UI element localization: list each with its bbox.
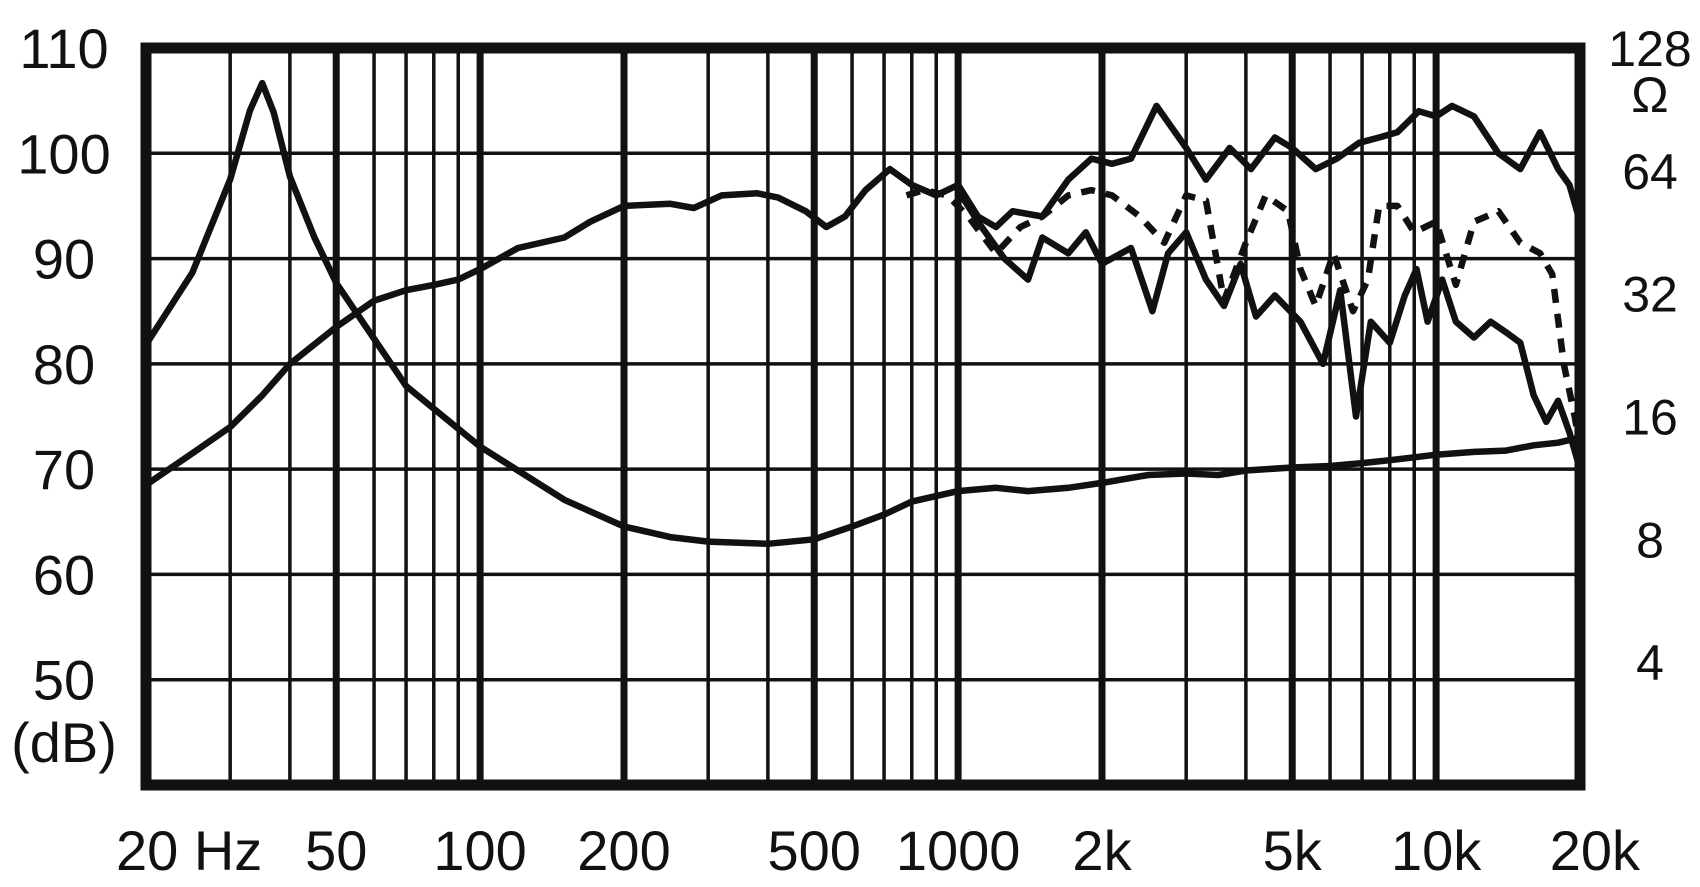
y2-tick-label: 16: [1622, 390, 1678, 446]
y2-tick-label: 32: [1622, 267, 1678, 323]
y2-axis-unit-label: Ω: [1631, 67, 1668, 123]
plot-frame: [140, 42, 1586, 791]
spl-off-axis-30-line: [905, 186, 1580, 449]
y-tick-label: 60: [33, 543, 95, 606]
x-tick-label: 50: [305, 819, 367, 882]
y2-tick-label: 64: [1622, 144, 1678, 200]
x-tick-label: 2k: [1072, 819, 1132, 882]
y-tick-label: 70: [33, 438, 95, 501]
y2-tick-label: 8: [1636, 512, 1664, 568]
y-tick-label: 110: [19, 17, 108, 80]
x-tick-label: 5k: [1263, 819, 1323, 882]
y-axis-unit-label: (dB): [11, 711, 117, 774]
y-tick-label: 100: [17, 122, 110, 185]
x-axis-labels: 20 Hz 50 100 200 500 1000 2k 5k 10k 20k: [116, 819, 1641, 882]
y-axis-labels: 110 100 90 80 70 60 50: [17, 17, 110, 712]
spl-on-axis-line: [146, 102, 1580, 489]
y-tick-label: 90: [33, 228, 95, 291]
y2-tick-label: 4: [1636, 635, 1664, 691]
x-tick-label: 1000: [896, 819, 1021, 882]
x-tick-label: 100: [433, 819, 526, 882]
y2-tick-label: 128: [1608, 21, 1691, 77]
x-tick-label: 20 Hz: [116, 819, 262, 882]
x-tick-label: 500: [767, 819, 860, 882]
x-tick-label: 20k: [1550, 819, 1641, 882]
chart-series: [146, 79, 1580, 548]
spl-off-axis-60-line: [954, 186, 1580, 473]
y-tick-label: 80: [33, 333, 95, 396]
x-tick-label: 200: [577, 819, 670, 882]
y-tick-label: 50: [33, 649, 95, 712]
x-tick-label: 10k: [1391, 819, 1482, 882]
chart-grid: [142, 46, 1584, 787]
y2-axis-labels: 128 64 32 16 8 4: [1608, 21, 1691, 691]
impedance-line: [146, 79, 1580, 548]
